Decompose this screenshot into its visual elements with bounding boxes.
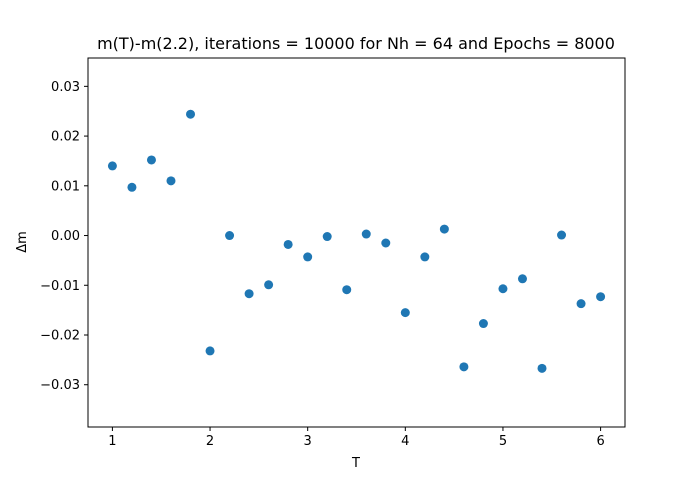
data-point [478, 319, 488, 329]
data-point [264, 280, 274, 290]
data-point [498, 284, 508, 294]
y-tick-label: 0.03 [51, 80, 80, 95]
y-tick-label: 0.02 [51, 130, 80, 145]
data-point [400, 308, 410, 318]
x-tick-label: 2 [206, 434, 214, 449]
y-tick-label: 0.01 [51, 179, 80, 194]
y-axis-label: Δm [15, 231, 30, 253]
x-tick-label: 6 [596, 434, 604, 449]
data-point [205, 346, 215, 356]
x-tick-label: 4 [401, 434, 409, 449]
data-point [576, 299, 586, 309]
plot-frame [87, 57, 626, 428]
data-point [166, 176, 176, 186]
y-tick-label: −0.03 [40, 378, 80, 393]
data-point [420, 252, 430, 262]
data-point [244, 289, 254, 299]
data-point [283, 239, 293, 249]
y-tick-label: −0.01 [40, 279, 80, 294]
data-point [459, 362, 469, 372]
x-tick-label: 1 [108, 434, 116, 449]
y-tick-label: −0.02 [40, 328, 80, 343]
data-points [107, 109, 606, 373]
data-point [186, 109, 196, 119]
data-point [381, 238, 391, 248]
data-point [107, 161, 117, 171]
data-point [557, 230, 567, 240]
data-point [439, 224, 449, 234]
data-point [146, 155, 156, 165]
x-tick-label: 5 [499, 434, 507, 449]
data-point [342, 285, 352, 295]
data-point [537, 363, 547, 373]
data-point [303, 252, 313, 262]
axis-ticks: 1 2 3 4 5 6 −0.03 −0.02 −0.01 0.00 0.01 0.02 0.03 [40, 80, 605, 449]
x-tick-label: 3 [304, 434, 312, 449]
x-axis-label: T [351, 456, 360, 471]
data-point [596, 292, 606, 302]
data-point [517, 274, 527, 284]
y-tick-label: 0.00 [51, 229, 80, 244]
data-point [322, 232, 332, 242]
data-point [361, 229, 371, 239]
data-point [127, 182, 137, 192]
data-point [225, 231, 235, 241]
chart-title: m(T)-m(2.2), iterations = 10000 for Nh =… [97, 34, 615, 53]
